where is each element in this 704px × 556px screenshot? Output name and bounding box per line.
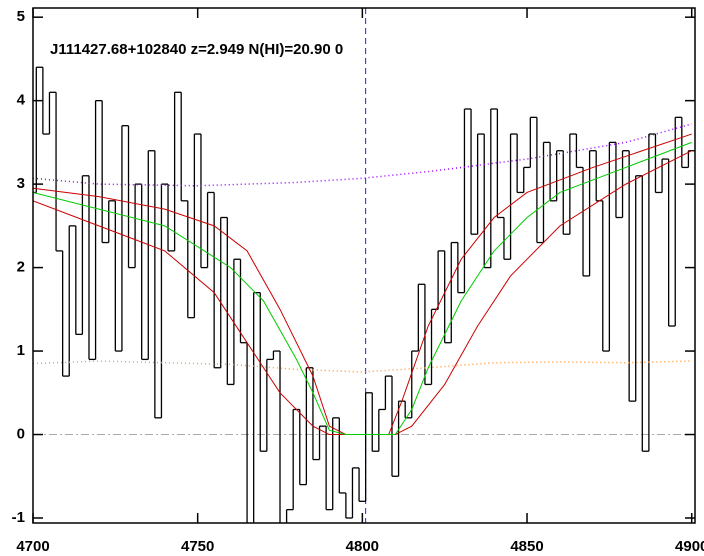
annotation: J111427.68+102840 z=2.949 N(HI)=20.90 0: [50, 41, 343, 58]
y-tick-label: 1: [17, 342, 25, 359]
x-tick-label: 4850: [510, 538, 543, 555]
flux-step-riser: [35, 67, 690, 523]
series-line: [33, 360, 692, 373]
y-tick-label: 2: [17, 259, 25, 276]
y-tick-label: 0: [17, 425, 25, 442]
y-tick-label: 4: [17, 92, 26, 109]
x-tick-label: 4900: [675, 538, 704, 555]
y-tick-label: 3: [17, 175, 25, 192]
series-line: [33, 150, 692, 436]
x-tick-label: 4800: [346, 538, 379, 555]
plot-frame: [32, 7, 696, 524]
series-line: [33, 133, 692, 436]
series-line: [33, 141, 692, 436]
x-tick-label: 4750: [181, 538, 214, 555]
y-tick-label: 5: [17, 8, 25, 25]
series-line: [33, 123, 692, 187]
x-tick-label: 4700: [16, 538, 49, 555]
y-tick-label: -1: [12, 509, 25, 526]
